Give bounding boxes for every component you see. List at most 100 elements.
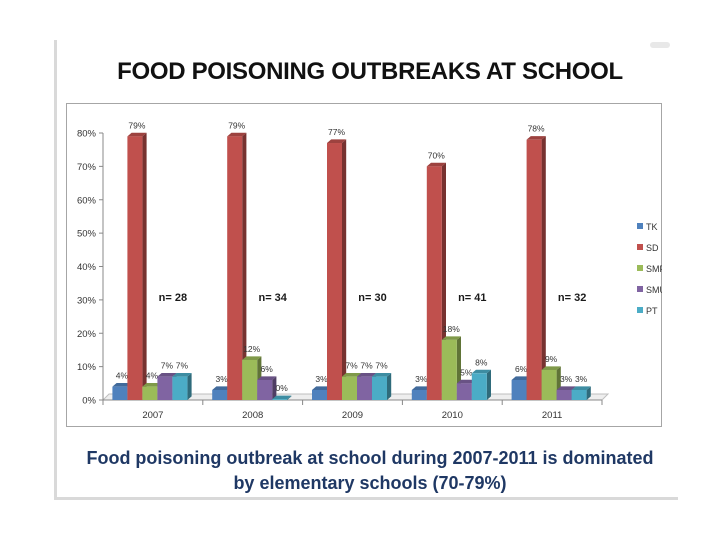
x-tick-label: 2010 bbox=[442, 410, 463, 421]
bar-top-smp bbox=[242, 356, 262, 360]
x-tick-label: 2008 bbox=[242, 410, 263, 421]
data-label: 70% bbox=[428, 150, 445, 160]
bar-side-pt bbox=[586, 386, 591, 400]
data-label: 7% bbox=[345, 361, 358, 371]
bar-tk-2009 bbox=[312, 389, 327, 400]
data-label: 3% bbox=[216, 374, 229, 384]
legend-label-sd: SD bbox=[646, 243, 659, 253]
bar-top-sd bbox=[327, 139, 347, 144]
bar-top-smp bbox=[142, 383, 162, 387]
n-label: n= 34 bbox=[258, 292, 287, 304]
bar-top-pt bbox=[571, 386, 591, 390]
bar-smp-2007 bbox=[142, 386, 158, 400]
bar-smu-2011 bbox=[556, 389, 572, 400]
data-label: 4% bbox=[146, 371, 159, 381]
bar-top-sd bbox=[526, 136, 546, 140]
legend-label-smp: SMP bbox=[646, 264, 662, 274]
data-label: 0% bbox=[276, 383, 289, 393]
bar-tk-2011 bbox=[511, 379, 527, 400]
bar-top-pt bbox=[471, 369, 491, 374]
bar-top-sd bbox=[227, 132, 247, 137]
bar-pt-2007 bbox=[172, 376, 188, 400]
data-label: 6% bbox=[261, 364, 274, 374]
legend-swatch-tk bbox=[637, 223, 643, 229]
bar-top-tk bbox=[511, 376, 531, 380]
bar-top-tk bbox=[312, 386, 332, 390]
legend-swatch-sd bbox=[637, 244, 643, 250]
y-tick-label: 10% bbox=[77, 362, 97, 373]
legend-label-tk: TK bbox=[646, 222, 658, 232]
x-tick-label: 2011 bbox=[542, 410, 562, 421]
data-label: 5% bbox=[460, 367, 473, 377]
bar-sd-2009 bbox=[327, 143, 342, 400]
data-label: 12% bbox=[243, 344, 260, 354]
y-tick-label: 20% bbox=[77, 329, 97, 340]
bar-pt-2010 bbox=[471, 373, 487, 400]
slide-caption: Food poisoning outbreak at school during… bbox=[70, 446, 670, 496]
y-tick-label: 80% bbox=[77, 129, 97, 140]
bar-smp-2008 bbox=[242, 359, 258, 400]
bar-tk-2008 bbox=[212, 389, 228, 400]
bar-side-sd bbox=[342, 139, 347, 400]
bar-top-sd bbox=[426, 162, 446, 167]
bar-side-pt bbox=[187, 373, 192, 400]
data-label: 6% bbox=[515, 364, 528, 374]
bar-pt-2011 bbox=[571, 389, 587, 400]
data-label: 7% bbox=[176, 361, 189, 371]
bar-top-smu bbox=[157, 373, 177, 377]
bar-top-tk bbox=[212, 386, 232, 390]
bar-side-smu bbox=[272, 376, 277, 400]
bar-top-smp bbox=[441, 336, 461, 340]
bar-smu-2008 bbox=[257, 379, 273, 400]
y-tick-label: 40% bbox=[77, 262, 97, 273]
data-label: 9% bbox=[545, 354, 558, 364]
bar-side-sd bbox=[142, 132, 147, 401]
x-tick-label: 2007 bbox=[142, 410, 163, 421]
data-label: 7% bbox=[161, 361, 174, 371]
bar-top-sd bbox=[127, 132, 147, 137]
y-tick-label: 30% bbox=[77, 295, 97, 306]
bar-top-smp bbox=[541, 366, 561, 370]
bar-chart: 0%10%20%30%40%50%60%70%80%4%79%4%7% 7%n= … bbox=[77, 120, 662, 421]
y-tick-label: 0% bbox=[82, 396, 96, 407]
bar-tk-2007 bbox=[112, 386, 128, 400]
y-tick-label: 50% bbox=[77, 229, 97, 240]
bar-top-smp bbox=[342, 373, 362, 377]
bar-side-pt bbox=[387, 373, 392, 400]
bar-smu-2007 bbox=[157, 376, 173, 400]
data-label: 77% bbox=[328, 127, 345, 137]
data-label: 3% bbox=[415, 374, 428, 384]
bar-sd-2010 bbox=[426, 166, 442, 400]
data-label: 3% bbox=[315, 374, 328, 384]
bar-smp-2010 bbox=[441, 339, 457, 400]
data-label: 79% bbox=[228, 120, 245, 130]
slide-title: FOOD POISONING OUTBREAKS AT SCHOOL bbox=[117, 58, 623, 85]
bar-top-pt bbox=[372, 373, 392, 377]
bar-top-smu bbox=[357, 373, 377, 377]
data-label: 8% bbox=[475, 357, 488, 367]
bar-tk-2010 bbox=[411, 389, 427, 400]
data-label: 3% bbox=[575, 374, 588, 384]
bar-side-sd bbox=[242, 132, 247, 401]
legend-swatch-smu bbox=[637, 286, 643, 292]
bar-pt-2009 bbox=[372, 376, 387, 400]
bar-top-pt bbox=[272, 395, 292, 400]
y-tick-label: 70% bbox=[77, 162, 97, 173]
n-label: n= 28 bbox=[159, 292, 187, 304]
bar-top-tk bbox=[112, 383, 132, 387]
n-label: n= 32 bbox=[558, 292, 586, 304]
bar-sd-2007 bbox=[127, 136, 143, 400]
data-label: 79% bbox=[128, 120, 145, 130]
bar-smp-2009 bbox=[342, 376, 357, 400]
bar-sd-2011 bbox=[526, 139, 542, 401]
bar-top-pt bbox=[172, 373, 192, 377]
y-tick-label: 60% bbox=[77, 195, 97, 206]
bar-sd-2008 bbox=[227, 136, 243, 400]
legend-swatch-smp bbox=[637, 265, 643, 271]
n-label: n= 41 bbox=[458, 292, 486, 304]
data-label: 18% bbox=[443, 324, 460, 334]
caption-line-2: by elementary schools (70-79%) bbox=[233, 473, 507, 493]
data-label: 3% bbox=[560, 374, 573, 384]
data-label: 7% bbox=[360, 361, 373, 371]
bar-smu-2010 bbox=[456, 383, 472, 400]
